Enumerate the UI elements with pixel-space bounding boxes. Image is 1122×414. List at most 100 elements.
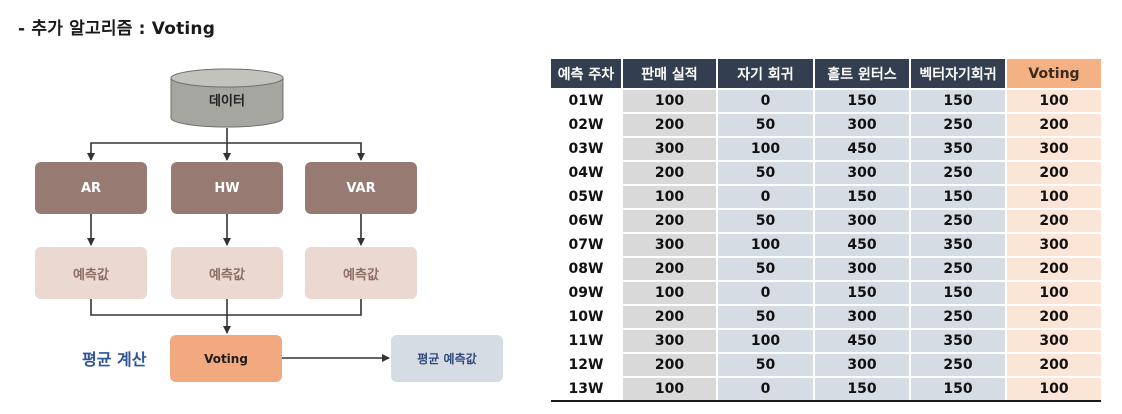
- cell-voting: 200: [1006, 209, 1101, 234]
- merge-line: [90, 299, 362, 316]
- database-icon: [170, 68, 284, 128]
- cell-actual: 200: [622, 353, 718, 378]
- header-hw: 홀트 윈터스: [814, 59, 911, 90]
- table-row: 02W 200 50 300 250 200: [551, 113, 1101, 138]
- cell-ar: 50: [717, 305, 815, 330]
- cell-var: 250: [910, 305, 1007, 330]
- cell-ar: 50: [717, 257, 815, 282]
- cell-voting: 100: [1006, 185, 1101, 210]
- cell-actual: 300: [622, 329, 718, 354]
- table-row: 03W 300 100 450 350 300: [551, 137, 1101, 162]
- cell-hw: 300: [814, 161, 911, 186]
- cell-actual: 300: [622, 137, 718, 162]
- cell-var: 150: [910, 281, 1007, 306]
- table-row: 09W 100 0 150 150 100: [551, 281, 1101, 306]
- cell-ar: 50: [717, 161, 815, 186]
- cell-var: 350: [910, 233, 1007, 258]
- data-source-label: 데이터: [209, 94, 245, 109]
- cell-hw: 300: [814, 257, 911, 282]
- cell-actual: 300: [622, 233, 718, 258]
- cell-actual: 200: [622, 305, 718, 330]
- cell-actual: 100: [622, 185, 718, 210]
- cell-hw: 300: [814, 305, 911, 330]
- voting-box: Voting: [170, 335, 282, 382]
- cell-var: 150: [910, 89, 1007, 114]
- cell-actual: 200: [622, 209, 718, 234]
- cell-ar: 0: [717, 185, 815, 210]
- table-row: 01W 100 0 150 150 100: [551, 89, 1101, 114]
- cell-week: 03W: [551, 137, 623, 162]
- cell-actual: 100: [622, 377, 718, 402]
- cell-ar: 50: [717, 113, 815, 138]
- cell-hw: 150: [814, 89, 911, 114]
- cell-hw: 450: [814, 233, 911, 258]
- cell-var: 350: [910, 137, 1007, 162]
- cell-ar: 0: [717, 377, 815, 402]
- cell-actual: 200: [622, 113, 718, 138]
- cell-voting: 200: [1006, 113, 1101, 138]
- cell-hw: 300: [814, 353, 911, 378]
- cell-voting: 300: [1006, 137, 1101, 162]
- table-row: 06W 200 50 300 250 200: [551, 209, 1101, 234]
- cell-voting: 200: [1006, 353, 1101, 378]
- cell-hw: 300: [814, 209, 911, 234]
- table-row: 08W 200 50 300 250 200: [551, 257, 1101, 282]
- average-calc-label: 평균 계산: [82, 350, 147, 369]
- header-ar: 자기 회귀: [717, 59, 815, 90]
- cell-var: 250: [910, 161, 1007, 186]
- cell-voting: 100: [1006, 281, 1101, 306]
- cell-actual: 200: [622, 257, 718, 282]
- header-actual: 판매 실적: [622, 59, 718, 90]
- cell-week: 13W: [551, 377, 623, 402]
- cell-ar: 100: [717, 329, 815, 354]
- table-row: 07W 300 100 450 350 300: [551, 233, 1101, 258]
- page-title: - 추가 알고리즘 : Voting: [18, 19, 216, 39]
- cell-var: 250: [910, 257, 1007, 282]
- cell-week: 10W: [551, 305, 623, 330]
- cell-hw: 450: [814, 329, 911, 354]
- cell-voting: 300: [1006, 329, 1101, 354]
- cell-ar: 0: [717, 89, 815, 114]
- cell-week: 08W: [551, 257, 623, 282]
- cell-voting: 100: [1006, 377, 1101, 402]
- table-row: 04W 200 50 300 250 200: [551, 161, 1101, 186]
- cell-week: 12W: [551, 353, 623, 378]
- cell-week: 04W: [551, 161, 623, 186]
- cell-hw: 150: [814, 185, 911, 210]
- cell-week: 05W: [551, 185, 623, 210]
- arrow-data-ar: [87, 142, 227, 161]
- model-box-var: VAR: [305, 162, 417, 214]
- model-box-hw: HW: [171, 162, 283, 214]
- voting-flow-diagram: 데이터 AR HW VAR 예측값 예측값 예측값 평균 계산 Voting 평…: [0, 0, 540, 414]
- flow-connectors: [87, 128, 390, 362]
- prediction-box-ar: 예측값: [35, 247, 147, 299]
- cell-var: 150: [910, 377, 1007, 402]
- cell-week: 09W: [551, 281, 623, 306]
- arrow-data-var: [227, 142, 365, 161]
- cell-week: 06W: [551, 209, 623, 234]
- header-var: 벡터자기회귀: [910, 59, 1007, 90]
- table-row: 11W 300 100 450 350 300: [551, 329, 1101, 354]
- cell-hw: 150: [814, 281, 911, 306]
- header-week: 예측 주차: [551, 59, 623, 90]
- table-row: 10W 200 50 300 250 200: [551, 305, 1101, 330]
- cell-week: 01W: [551, 89, 623, 114]
- cell-var: 150: [910, 185, 1007, 210]
- cell-hw: 450: [814, 137, 911, 162]
- table-row: 05W 100 0 150 150 100: [551, 185, 1101, 210]
- prediction-box-hw: 예측값: [171, 247, 283, 299]
- cell-ar: 0: [717, 281, 815, 306]
- cell-var: 250: [910, 353, 1007, 378]
- cell-hw: 300: [814, 113, 911, 138]
- cell-var: 250: [910, 113, 1007, 138]
- table-header-row: 예측 주차 판매 실적 자기 회귀 홀트 윈터스 벡터자기회귀 Voting: [551, 59, 1101, 90]
- model-box-ar: AR: [35, 162, 147, 214]
- results-table: 예측 주차 판매 실적 자기 회귀 홀트 윈터스 벡터자기회귀 Voting 0…: [551, 59, 1101, 402]
- cell-voting: 200: [1006, 161, 1101, 186]
- cell-actual: 100: [622, 281, 718, 306]
- cell-actual: 200: [622, 161, 718, 186]
- cell-ar: 100: [717, 137, 815, 162]
- cell-voting: 200: [1006, 305, 1101, 330]
- table-row: 13W 100 0 150 150 100: [551, 377, 1101, 402]
- cell-voting: 300: [1006, 233, 1101, 258]
